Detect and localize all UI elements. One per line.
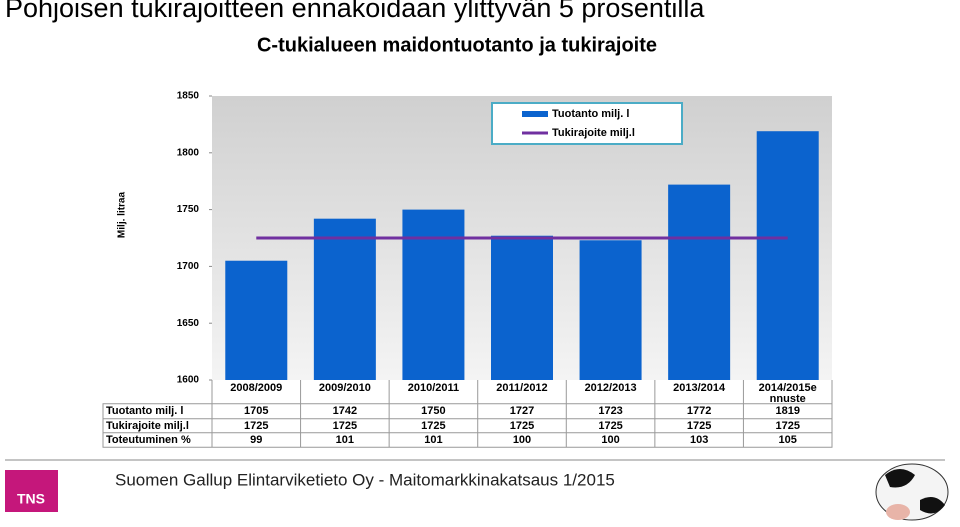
logo-box [5,470,58,512]
x-tick-label: 2014/2015e nnuste [758,382,817,405]
legend-label: Tuotanto milj. l [552,108,629,120]
y-tick-label: 1850 [177,91,200,102]
table-cell: 1750 [421,405,445,417]
table-cell: 100 [601,434,619,446]
table-cell: 99 [250,434,262,446]
chart-title: C-tukialueen maidontuotanto ja tukirajoi… [257,34,657,56]
table-cell: 1772 [687,405,711,417]
table-row-label: Tukirajoite milj.l [106,420,189,432]
bar [402,209,465,380]
bar [756,131,819,380]
x-tick-label: 2008/2009 [230,382,283,394]
y-tick-label: 1750 [177,204,200,215]
cow-icon [875,463,949,521]
table-cell: 1725 [687,420,711,432]
bar [491,235,553,380]
table-cell: 1725 [598,420,622,432]
table-cell: 1725 [244,420,268,432]
table-cell: 101 [424,434,442,446]
table-cell: 1725 [333,420,357,432]
table-cell: 1725 [775,420,799,432]
x-tick-label: 2013/2014 [673,382,726,394]
x-tick-label: 2012/2013 [584,382,637,394]
y-tick-label: 1800 [177,147,200,158]
table-cell: 1725 [510,420,534,432]
bar [579,240,642,380]
table-cell: 100 [513,434,531,446]
x-tick-label: 2010/2011 [407,382,460,394]
legend-swatch [522,111,548,117]
table-cell: 103 [690,434,708,446]
bar [668,184,731,380]
y-tick-label: 1600 [177,375,200,386]
footer: Suomen Gallup Elintarviketieto Oy - Mait… [115,470,615,489]
bar [225,260,288,380]
slide-title: Pohjoisen tukirajoitteen ennakoidaan yli… [5,0,705,23]
y-tick-label: 1700 [177,261,200,272]
table-cell: 1725 [421,420,445,432]
table-row-label: Toteutuminen % [106,434,191,446]
legend [491,102,683,145]
table-cell: 105 [779,434,797,446]
table-cell: 1819 [775,405,799,417]
table-cell: 1727 [510,405,534,417]
table-row-label: Tuotanto milj. l [106,405,183,417]
x-tick-label: 2009/2010 [318,382,371,394]
table-cell: 1723 [598,405,622,417]
legend-label: Tukirajoite milj.l [552,127,635,139]
bar [313,218,376,380]
logo: TNS [17,491,45,507]
table-cell: 101 [336,434,354,446]
table-cell: 1705 [244,405,268,417]
x-tick-label: 2011/2012 [496,382,548,394]
y-axis-label: Milj. litraa [117,192,128,239]
table-cell: 1742 [333,405,357,417]
y-tick-label: 1650 [177,318,200,329]
